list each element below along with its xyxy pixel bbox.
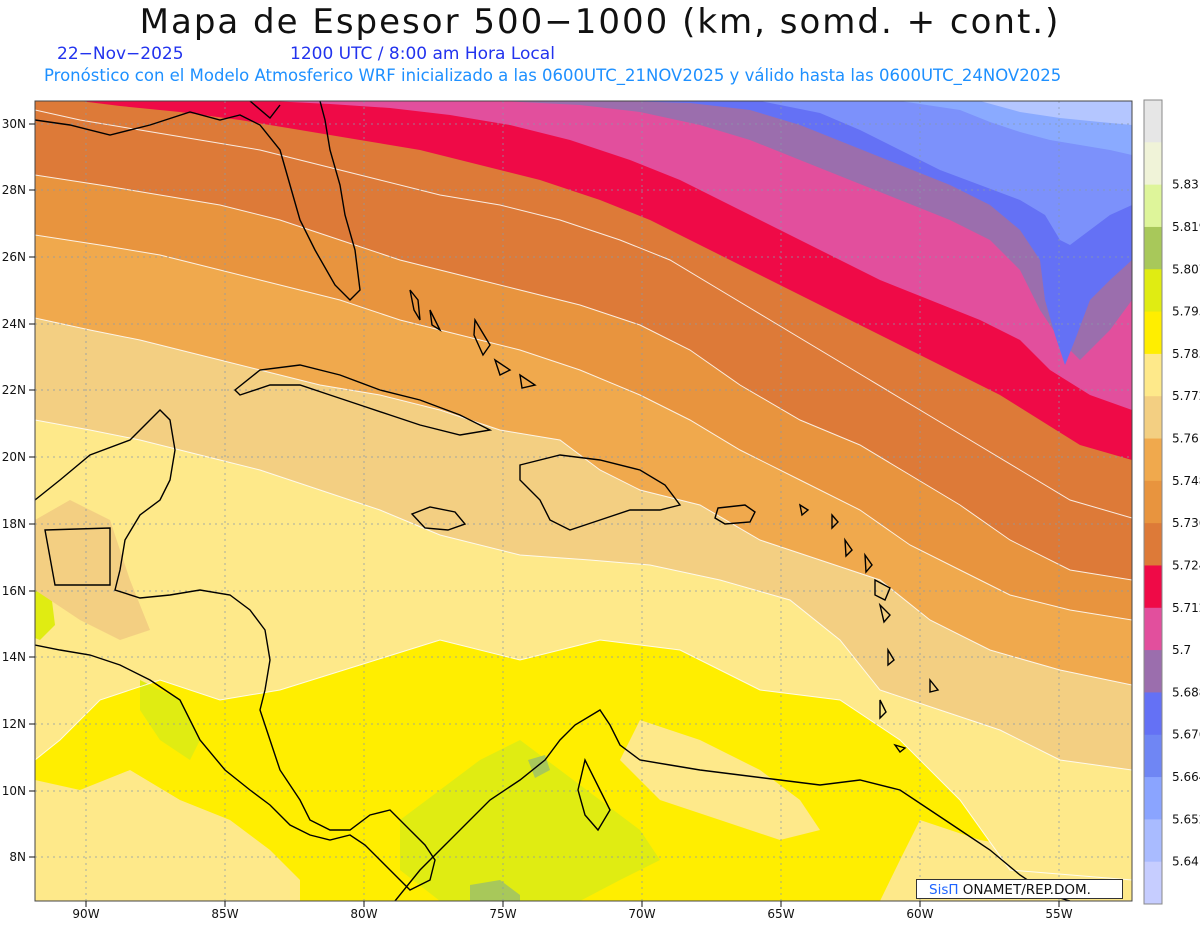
- band-5772-c: [620, 720, 820, 840]
- sispi-logo: SisΠ: [929, 882, 959, 898]
- colorbar-swatch: [1144, 311, 1162, 355]
- band-5795-b: [140, 680, 200, 760]
- lon-label: 65W: [767, 907, 794, 921]
- map-frame: [34, 100, 1133, 902]
- forecast-description: Pronóstico con el Modelo Atmosferico WRF…: [44, 66, 1062, 85]
- colorbar-swatch: [1144, 692, 1162, 736]
- band-5807: [470, 880, 520, 901]
- colorbar-label: 5.772: [1172, 389, 1200, 403]
- credit-text: ONAMET/REP.DOM.: [958, 882, 1091, 898]
- band-5772-b: [35, 770, 300, 901]
- lon-label: 70W: [628, 907, 655, 921]
- lat-label: 28N: [2, 183, 26, 197]
- lat-label: 8N: [9, 850, 26, 864]
- colorbar-swatch: [1144, 607, 1162, 651]
- colorbar-frame: [1143, 99, 1163, 905]
- lat-label: 24N: [2, 317, 26, 331]
- colorbar-label: 5.783: [1172, 347, 1200, 361]
- lon-label: 55W: [1045, 907, 1072, 921]
- lon-label: 75W: [489, 907, 516, 921]
- longitude-axis: 90W 85W 80W 75W 70W 65W 60W 55W: [72, 907, 1072, 921]
- colorbar-label: 5.736: [1172, 516, 1200, 530]
- colorbar-label: 5.664: [1172, 770, 1200, 784]
- lat-label: 26N: [2, 250, 26, 264]
- colorbar-label: 5.819: [1172, 220, 1200, 234]
- colorbar-swatch: [1144, 396, 1162, 440]
- colorbar-label: 5.676: [1172, 728, 1200, 742]
- colorbar-label: 5.831: [1172, 178, 1200, 192]
- lon-label: 80W: [350, 907, 377, 921]
- lon-label: 90W: [72, 907, 99, 921]
- colorbar-label: 5.652: [1172, 812, 1200, 826]
- colorbar-label: 5.688: [1172, 685, 1200, 699]
- colorbar-label: 5.7: [1172, 643, 1191, 657]
- colorbar-swatch: [1144, 438, 1162, 482]
- band-5795: [400, 740, 660, 901]
- colorbar-label: 5.795: [1172, 305, 1200, 319]
- colorbar-label: 5.807: [1172, 262, 1200, 276]
- graticule: [35, 101, 1132, 901]
- colorbar-swatch: [1144, 100, 1162, 143]
- colorbar-swatch: [1144, 269, 1162, 313]
- lon-label: 85W: [211, 907, 238, 921]
- colorbar-swatch: [1144, 184, 1162, 228]
- lat-label: 22N: [2, 383, 26, 397]
- colorbar-swatch: [1144, 734, 1162, 778]
- lat-label: 30N: [2, 117, 26, 131]
- colorbar-label: 5.76: [1172, 432, 1199, 446]
- band-5760-b: [35, 500, 150, 640]
- valid-time: 1200 UTC / 8:00 am Hora Local: [290, 44, 555, 64]
- latitude-axis: 30N 28N 26N 24N 22N 20N 18N 16N 14N 12N …: [2, 117, 26, 864]
- lat-label: 12N: [2, 717, 26, 731]
- coastlines: [35, 101, 1071, 901]
- colorbar: 5.831 5.819 5.807 5.795 5.783 5.772 5.76 5.748 5…: [1143, 99, 1200, 905]
- colorbar-label: 5.748: [1172, 474, 1200, 488]
- lat-label: 18N: [2, 517, 26, 531]
- colorbar-swatch: [1144, 861, 1162, 905]
- colorbar-label: 5.64: [1172, 855, 1199, 869]
- colorbar-label: 5.712: [1172, 601, 1200, 615]
- colorbar-swatch: [1144, 819, 1162, 863]
- colorbar-swatch: [1144, 226, 1162, 270]
- colorbar-label: 5.724: [1172, 558, 1200, 572]
- lon-label: 60W: [906, 907, 933, 921]
- band-5628: [980, 101, 1132, 125]
- longitude-ticks: [85, 901, 1060, 907]
- latitude-ticks: [29, 123, 35, 858]
- colorbar-swatch: [1144, 777, 1162, 820]
- credit-box: SisΠ ONAMET/REP.DOM.: [916, 879, 1123, 899]
- colorbar-swatch: [1144, 565, 1162, 609]
- valid-date: 22−Nov−2025: [57, 44, 184, 64]
- lat-label: 10N: [2, 784, 26, 798]
- contour-fill: [35, 101, 1132, 901]
- lat-label: 20N: [2, 450, 26, 464]
- contour-lines: [35, 109, 1132, 881]
- colorbar-swatch: [1144, 650, 1162, 693]
- colorbar-swatch: [1144, 353, 1162, 397]
- lat-label: 16N: [2, 584, 26, 598]
- lat-label: 14N: [2, 650, 26, 664]
- colorbar-swatch: [1144, 480, 1162, 524]
- colorbar-swatch: [1144, 142, 1162, 186]
- map-title: Mapa de Espesor 500−1000 (km, somd. + co…: [139, 2, 1061, 42]
- colorbar-swatch: [1144, 523, 1162, 566]
